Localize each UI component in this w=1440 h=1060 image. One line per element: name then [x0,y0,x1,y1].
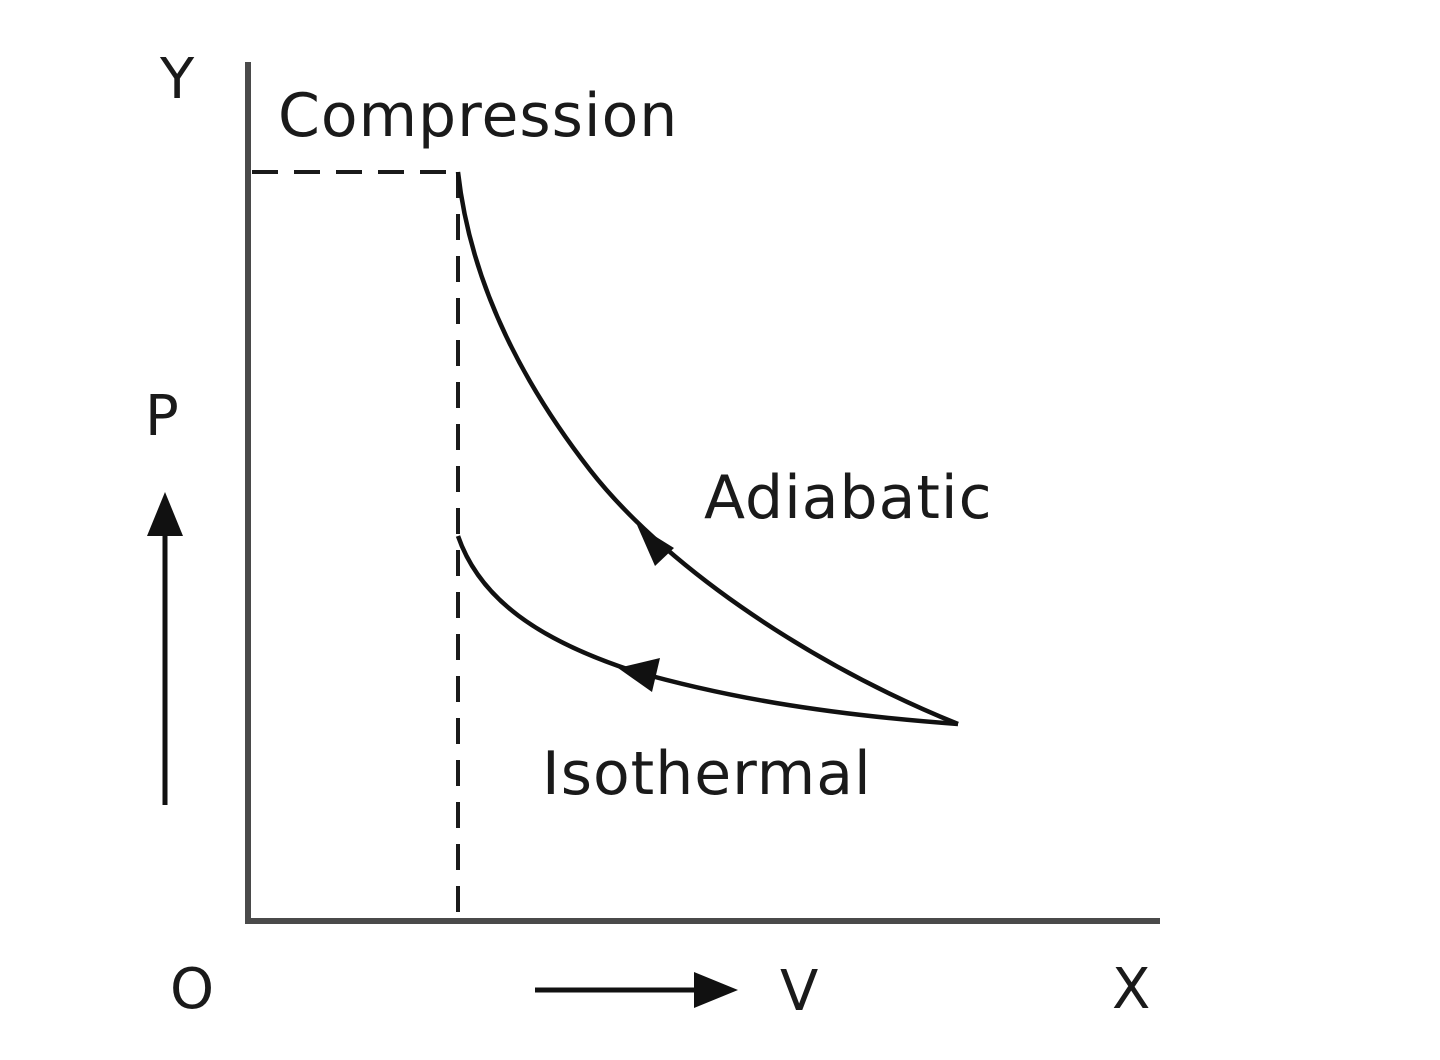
adiabatic-label: Adiabatic [704,463,993,533]
y-axis-label: Y [159,47,195,112]
origin-label: O [170,957,214,1022]
compression-label: Compression [278,81,678,151]
pressure-arrow-head [147,492,183,536]
isothermal-direction-arrow [618,658,660,692]
isothermal-curve [455,535,959,727]
volume-arrow-head [694,972,738,1008]
x-axis-label: X [1112,957,1150,1022]
adiabatic-direction-arrow [637,525,674,566]
volume-label: V [780,959,818,1024]
adiabatic-curve [455,171,959,727]
isothermal-label: Isothermal [542,739,872,809]
pressure-label: P [145,384,179,449]
